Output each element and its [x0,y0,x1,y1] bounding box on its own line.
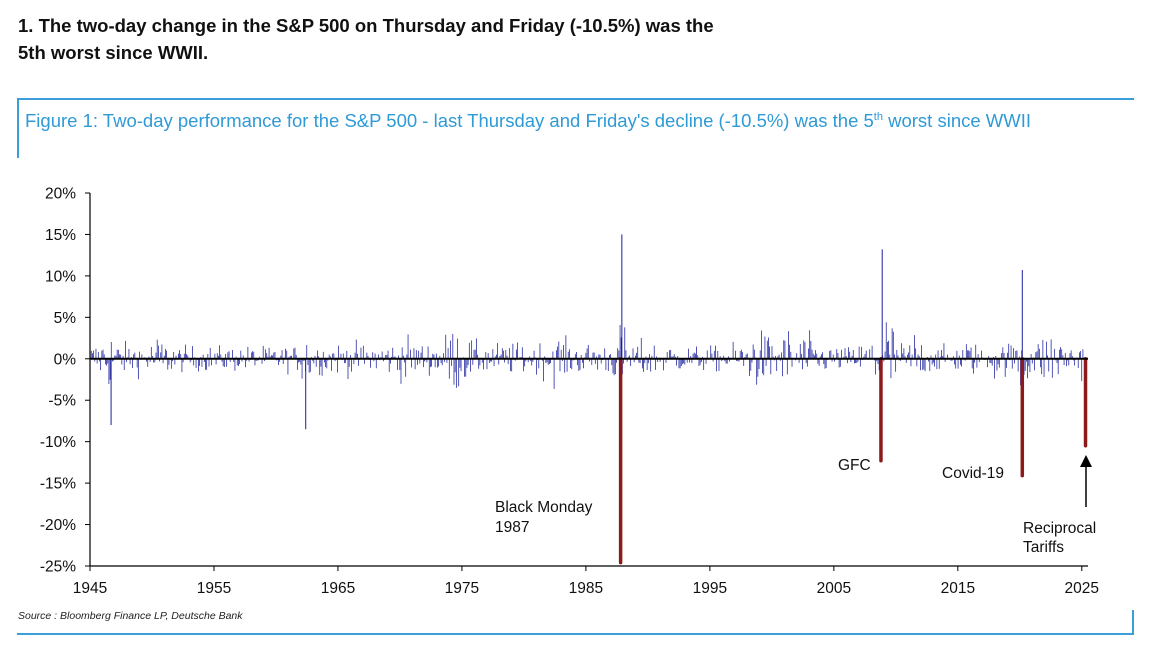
x-tick-label: 1945 [73,580,107,597]
y-tick-label: 0% [54,351,77,368]
annotation-tariffs-line2: Tariffs [1023,539,1064,556]
figure-title: Figure 1: Two-day performance for the S&… [25,108,1115,134]
y-tick-label: -5% [48,393,76,410]
annotation-black-monday-line1: Black Monday [495,499,593,516]
figure-frame-left [17,98,19,158]
y-tick-label: 5% [54,310,77,327]
x-tick-label: 2025 [1065,580,1099,597]
notable-spikes [110,234,1023,430]
x-tick-label: 1975 [445,580,479,597]
y-tick-label: -10% [40,434,76,451]
x-tick-label: 2015 [941,580,975,597]
source-note: Source : Bloomberg Finance LP, Deutsche … [18,610,243,622]
annotations: Black Monday 1987 GFC Covid-19 Reciproca… [495,455,1096,556]
x-tick-label: 2005 [817,580,851,597]
y-tick-label: 20% [45,186,76,203]
headline-line-2: 5th worst since WWII. [18,42,209,63]
annotation-covid: Covid-19 [942,465,1004,482]
annotation-tariffs-line1: Reciprocal [1023,520,1096,537]
y-tick-label: -20% [40,517,76,534]
y-tick-label: -15% [40,476,76,493]
x-tick-label: 1965 [321,580,355,597]
figure-frame-top [17,98,1134,100]
x-tick-label: 1995 [693,580,727,597]
figure-frame-right [1132,610,1134,634]
y-tick-label: -25% [40,559,76,576]
chart: 20% 15% 10% 5% 0% -5% -10% -15% -20% -25% 1945 195… [40,186,1099,598]
x-tick-label: 1985 [569,580,603,597]
highlight-bars [618,357,1088,565]
headline: 1. The two-day change in the S&P 500 on … [18,12,818,66]
headline-line-1: 1. The two-day change in the S&P 500 on … [18,15,714,36]
x-tick-label: 1955 [197,580,231,597]
x-axis: 1945 1955 1965 1975 1985 1995 2005 2015 2025 [73,565,1099,597]
annotation-gfc: GFC [838,457,871,474]
y-tick-label: 10% [45,268,76,285]
y-axis: 20% 15% 10% 5% 0% -5% -10% -15% -20% -25% [40,186,91,576]
figure-title-tail: worst since WWII [882,110,1031,131]
figure-title-main: Figure 1: Two-day performance for the S&… [25,110,874,131]
series-bars [90,322,1084,389]
series-bars-path [90,322,1084,389]
figure-title-superscript: th [873,110,883,123]
annotation-black-monday-line2: 1987 [495,519,529,536]
y-tick-label: 15% [45,227,76,244]
figure-frame-bottom [17,633,1134,635]
tariffs-arrow-head [1080,455,1092,467]
